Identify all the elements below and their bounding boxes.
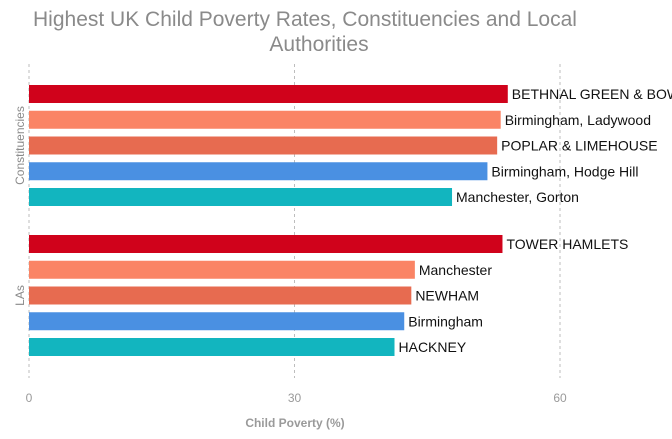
- x-tick-label: 30: [288, 391, 302, 405]
- bar: [29, 260, 415, 279]
- bar: [29, 136, 498, 155]
- group-labels: Constituencies LAs: [13, 106, 27, 306]
- bar: [29, 162, 488, 181]
- bars: BETHNAL GREEN & BOW Birmingham, Ladywood P…: [29, 85, 672, 356]
- group-label: LAs: [13, 285, 27, 306]
- bar: [29, 85, 508, 103]
- bar-label: HACKNEY: [399, 339, 467, 355]
- bar-label: Birmingham, Ladywood: [505, 112, 651, 128]
- x-tick-label: 0: [26, 391, 33, 405]
- bar: [29, 312, 405, 331]
- bar-label: Birmingham, Hodge Hill: [491, 163, 638, 179]
- x-axis-ticks: 0 30 60: [26, 391, 567, 405]
- bar: [29, 338, 395, 356]
- grid-lines: [28, 64, 561, 378]
- chart-title-line-2: Authorities: [269, 33, 368, 56]
- bar: [29, 110, 501, 129]
- group-label: Constituencies: [13, 106, 27, 185]
- bar-label: NEWHAM: [415, 288, 479, 304]
- bar: [29, 235, 503, 253]
- x-axis-label: Child Poverty (%): [245, 416, 344, 430]
- bar-label: Manchester: [419, 262, 492, 278]
- bar: [29, 286, 412, 305]
- chart-title-line-1: Highest UK Child Poverty Rates, Constitu…: [33, 8, 577, 31]
- bar-label: TOWER HAMLETS: [506, 236, 628, 252]
- bar-label: BETHNAL GREEN & BOW: [512, 86, 672, 102]
- x-tick-label: 60: [553, 391, 567, 405]
- bar-label: Manchester, Gorton: [456, 189, 579, 205]
- bar: [29, 188, 453, 206]
- bar-label: Birmingham: [408, 313, 483, 329]
- bar-label: POPLAR & LIMEHOUSE: [501, 138, 657, 154]
